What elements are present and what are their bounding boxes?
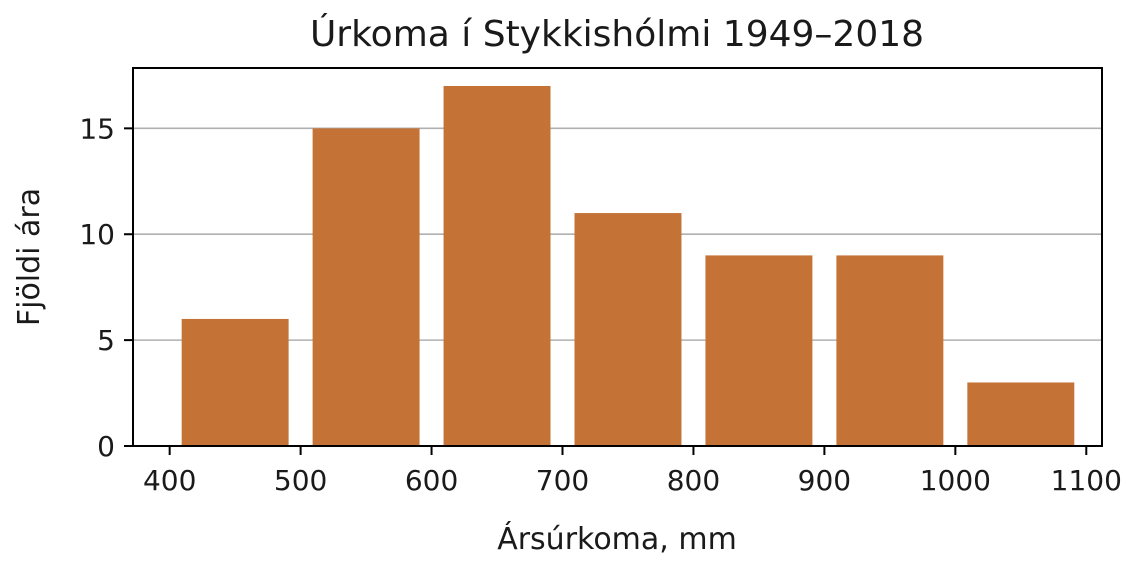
histogram-bar	[312, 128, 420, 446]
y-tick-label: 15	[79, 112, 115, 145]
x-tick-label: 900	[798, 464, 851, 497]
x-tick-label: 700	[536, 464, 589, 497]
x-tick-label: 1100	[1051, 464, 1122, 497]
y-axis-label: Fjöldi ára	[12, 188, 47, 326]
y-tick-label: 0	[97, 430, 115, 463]
histogram-bar	[705, 255, 813, 446]
histogram-bar	[443, 86, 551, 446]
x-tick-label: 400	[143, 464, 196, 497]
x-axis-label: Ársúrkoma, mm	[497, 521, 737, 557]
y-tick-label: 5	[97, 324, 115, 357]
y-tick-label: 10	[79, 218, 115, 251]
bars-layer	[181, 86, 1075, 446]
y-axis-ticks: 0 5 10 15	[79, 112, 133, 463]
chart-title: Úrkoma í Stykkishólmi 1949–2018	[310, 13, 924, 55]
plot-frame	[132, 67, 1103, 447]
histogram-bar	[574, 213, 682, 446]
x-tick-label: 500	[274, 464, 327, 497]
histogram-bar	[967, 382, 1075, 446]
histogram-bar	[181, 318, 289, 446]
x-axis-ticks: 400 500 600 700 800 900 1000 1100	[143, 446, 1122, 497]
x-tick-label: 1000	[920, 464, 991, 497]
x-tick-label: 600	[405, 464, 458, 497]
x-tick-label: 800	[667, 464, 720, 497]
histogram-bar	[836, 255, 944, 446]
